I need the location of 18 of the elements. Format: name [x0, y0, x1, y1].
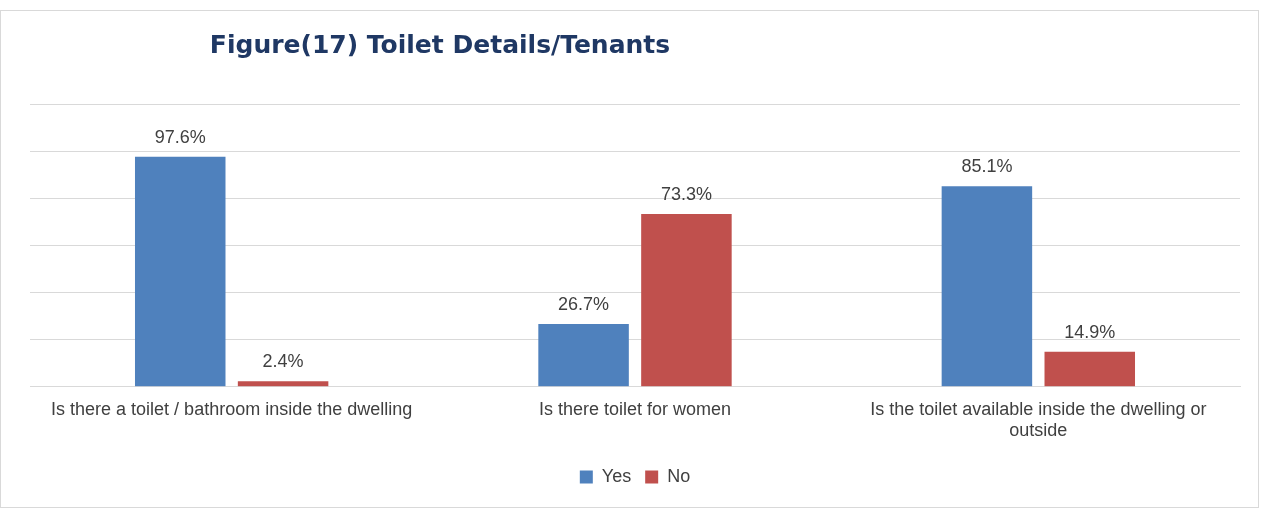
bar [641, 214, 732, 387]
x-tick-label: Is there a toilet / bathroom inside the dwelling [51, 398, 413, 419]
bar [237, 381, 329, 387]
x-tick-label: Is there toilet for women [538, 398, 732, 419]
data-label: 26.7% [558, 293, 610, 314]
legend-label: Yes [601, 465, 632, 486]
data-label: 73.3% [660, 184, 712, 205]
bar [134, 156, 226, 387]
data-label: 2.4% [262, 351, 304, 372]
x-tick-label: Is the toilet available inside the dwelling or outside [870, 398, 1207, 441]
legend-label: No [667, 465, 691, 486]
bar [1044, 351, 1136, 387]
bar [538, 323, 629, 387]
data-label: 85.1% [961, 156, 1013, 177]
bar [941, 186, 1033, 387]
data-label: 14.9% [1064, 321, 1116, 342]
chart-title: Figure(17) Toilet Details/Tenants [208, 30, 672, 59]
data-label: 97.6% [154, 126, 206, 147]
